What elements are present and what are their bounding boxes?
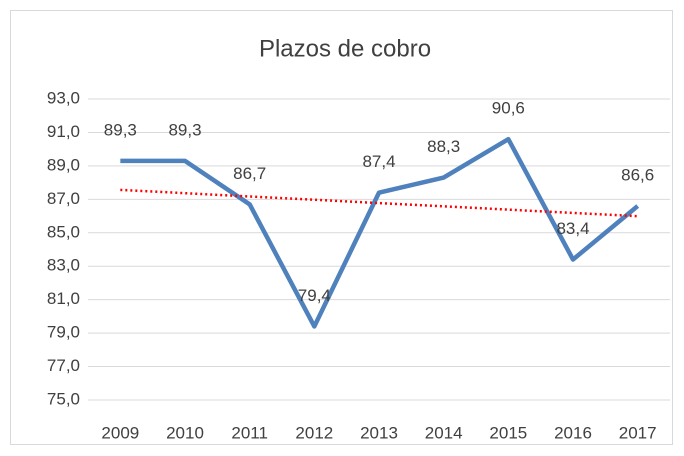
data-label: 90,6	[492, 99, 525, 118]
y-tick-label: 89,0	[47, 155, 80, 174]
chart-title: Plazos de cobro	[259, 35, 431, 62]
y-tick-label: 83,0	[47, 256, 80, 275]
data-label: 88,3	[427, 137, 460, 156]
x-tick-label: 2015	[489, 423, 527, 442]
x-tick-label: 2011	[231, 423, 268, 442]
data-label: 86,6	[621, 166, 654, 185]
y-tick-label: 91,0	[47, 122, 80, 141]
trendline	[120, 188, 638, 218]
x-tick-label: 2012	[295, 423, 333, 442]
x-tick-label: 2014	[425, 423, 463, 442]
data-label: 89,3	[104, 120, 137, 139]
x-tick-label: 2017	[619, 423, 657, 442]
y-tick-label: 93,0	[47, 88, 80, 107]
y-tick-label: 81,0	[47, 289, 80, 308]
x-tick-label: 2013	[360, 423, 398, 442]
x-tick-label: 2016	[554, 423, 592, 442]
y-tick-label: 87,0	[47, 189, 80, 208]
y-tick-label: 79,0	[47, 323, 80, 342]
data-label: 87,4	[362, 152, 395, 171]
data-label: 86,7	[233, 164, 266, 183]
line-series	[120, 136, 640, 329]
data-label: 79,4	[298, 286, 331, 305]
x-tick-label: 2009	[101, 423, 139, 442]
y-tick-label: 77,0	[47, 356, 80, 375]
chart-border	[10, 10, 673, 445]
x-tick-label: 2010	[166, 423, 204, 442]
y-tick-label: 75,0	[47, 389, 80, 408]
data-label: 89,3	[168, 120, 201, 139]
y-tick-label: 85,0	[47, 222, 80, 241]
data-label: 83,4	[556, 219, 589, 238]
